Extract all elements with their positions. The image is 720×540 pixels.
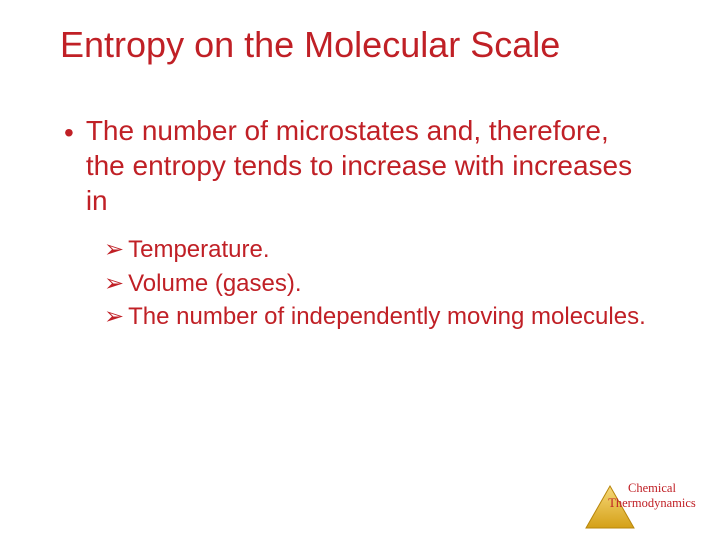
bullet-marker-l1: • bbox=[64, 115, 74, 150]
slide-title: Entropy on the Molecular Scale bbox=[60, 24, 680, 65]
bullet-level2: ➢ Temperature. bbox=[104, 234, 680, 265]
arrow-icon: ➢ bbox=[104, 301, 124, 332]
footer: Chemical Thermodynamics bbox=[582, 466, 702, 526]
bullet-level1: • The number of microstates and, therefo… bbox=[64, 113, 680, 218]
footer-line1: Chemical bbox=[628, 481, 676, 495]
bullet-level2: ➢ The number of independently moving mol… bbox=[104, 301, 680, 332]
footer-label: Chemical Thermodynamics bbox=[602, 481, 702, 510]
sub-bullet-text: Volume (gases). bbox=[128, 268, 301, 299]
footer-line2: Thermodynamics bbox=[608, 496, 695, 510]
bullet-level2: ➢ Volume (gases). bbox=[104, 268, 680, 299]
sublist: ➢ Temperature. ➢ Volume (gases). ➢ The n… bbox=[104, 234, 680, 332]
bullet-text: The number of microstates and, therefore… bbox=[86, 113, 646, 218]
slide: Entropy on the Molecular Scale • The num… bbox=[0, 0, 720, 540]
arrow-icon: ➢ bbox=[104, 234, 124, 265]
sub-bullet-text: The number of independently moving molec… bbox=[128, 301, 646, 332]
sub-bullet-text: Temperature. bbox=[128, 234, 269, 265]
arrow-icon: ➢ bbox=[104, 268, 124, 299]
